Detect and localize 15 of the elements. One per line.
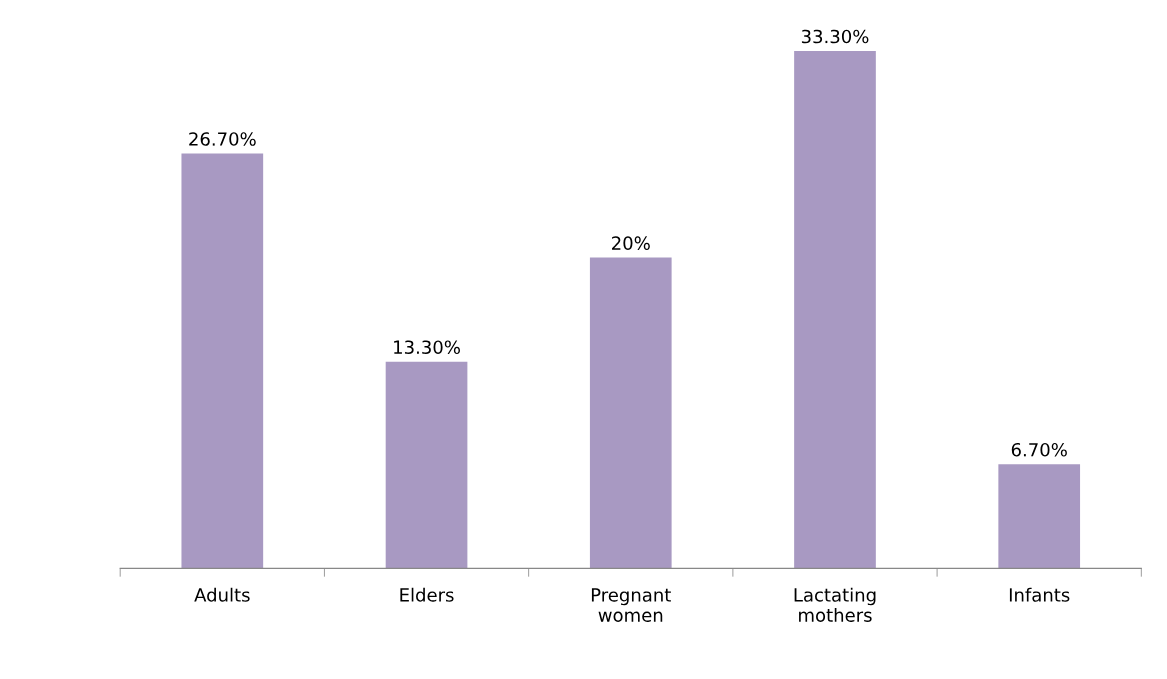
bar	[589, 257, 672, 569]
x-tick-label: Lactating mothers	[794, 587, 876, 622]
data-label: 33.30%	[801, 29, 869, 44]
data-label: 6.70%	[1011, 442, 1067, 457]
data-label: 26.70%	[189, 132, 256, 146]
x-tick-label: Pregnant women	[591, 588, 671, 622]
data-label: 13.30%	[394, 340, 460, 355]
x-tick-label: Infants	[1009, 587, 1070, 602]
bar	[181, 153, 264, 569]
x-tick-label: Elders	[400, 587, 454, 602]
bar	[794, 50, 876, 569]
bar	[385, 361, 468, 569]
data-label: 20%	[612, 236, 650, 250]
bar	[998, 464, 1081, 569]
x-tick-label: Adults	[194, 587, 250, 602]
